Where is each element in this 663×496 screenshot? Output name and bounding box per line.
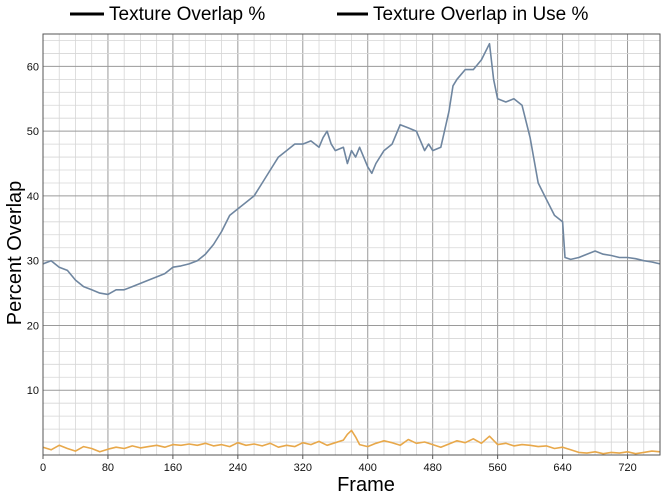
legend-label-texture-overlap-in-use: Texture Overlap in Use % [373,4,589,25]
y-tick-label: 20 [27,320,39,332]
x-tick-label: 720 [618,462,636,474]
x-tick-label: 560 [488,462,506,474]
y-axis-title: Percent Overlap [4,181,26,326]
series-line-1 [42,429,661,455]
legend-label-texture-overlap: Texture Overlap % [109,4,265,25]
x-tick-label: 0 [40,462,46,474]
x-tick-label: 400 [359,462,377,474]
x-tick-label: 80 [102,462,114,474]
x-tick-label: 240 [229,462,247,474]
y-axis-ticks: 10 20 30 40 50 60 [27,61,39,397]
y-tick-label: 50 [27,126,39,138]
series-lines [42,42,661,455]
plot-area: 0 80 160 240 320 400 480 560 640 720 10 20 30 40 50 60 [27,33,661,474]
x-axis-ticks: 0 80 160 240 320 400 480 560 640 720 [40,455,637,474]
x-tick-label: 640 [553,462,571,474]
grid [43,34,660,455]
plot-border [42,33,661,456]
x-axis-title: Frame [337,474,395,496]
y-tick-label: 60 [27,61,39,73]
x-tick-label: 160 [164,462,182,474]
y-tick-label: 10 [27,385,39,397]
x-tick-label: 480 [424,462,442,474]
x-tick-label: 320 [294,462,312,474]
y-tick-label: 40 [27,191,39,203]
y-tick-label: 30 [27,256,39,268]
legend: Texture Overlap % Texture Overlap in Use… [70,4,589,25]
series-line-0 [42,42,661,296]
